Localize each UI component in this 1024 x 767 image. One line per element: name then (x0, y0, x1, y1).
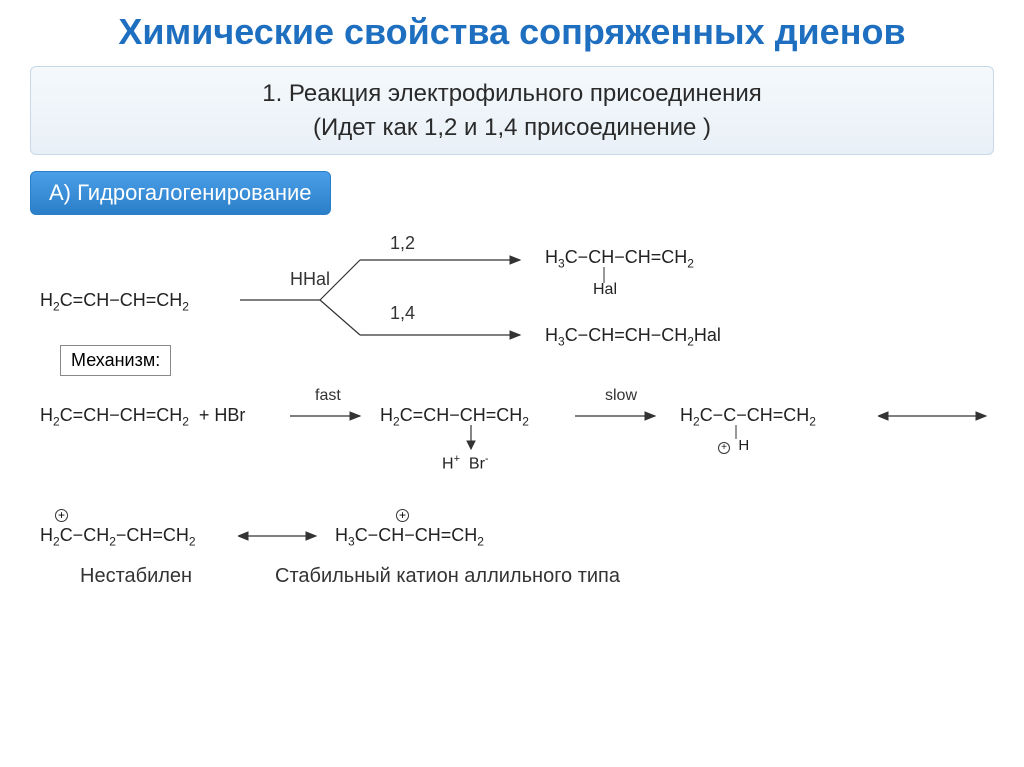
subtitle-line2: (Идет как 1,2 и 1,4 присоединение ) (47, 111, 977, 145)
slow-label: slow (605, 387, 637, 405)
cation-2: H3C−CH−CH=CH2 (335, 525, 484, 549)
ion-products: H+ Br- (442, 453, 489, 473)
plus-icon-1: + (55, 509, 68, 522)
product-14: H3C−CH=CH−CH2Hal (545, 325, 721, 349)
title-text: Химические свойства сопряженных диенов (20, 10, 1004, 53)
mech-step1: H2C=CH−CH=CH2 + HBr (40, 405, 245, 429)
arrow-slow (575, 410, 665, 422)
hal-label: Hal (593, 281, 617, 299)
cation-1: H2C−CH2−CH=CH2 (40, 525, 196, 549)
plus-icon-2: + (396, 509, 409, 522)
reaction-diagram: H2C=CH−CH=CH2 HHal 1,2 1,4 H3C−CH−CH=CH2… (0, 225, 1024, 645)
cation-h-plus: + H (718, 437, 749, 454)
caption-stable: Стабильный катион аллильного типа (275, 565, 620, 588)
product-12: H3C−CH−CH=CH2 (545, 247, 694, 271)
mechanism-box-label: Механизм: (60, 345, 171, 376)
branch-arrows (240, 245, 540, 345)
arrow-down (465, 425, 477, 455)
arrow-fast (290, 410, 370, 422)
reactant-formula: H2C=CH−CH=CH2 (40, 290, 189, 314)
page-title: Химические свойства сопряженных диенов (0, 0, 1024, 58)
resonance-arrow-mid (238, 530, 318, 542)
fast-label: fast (315, 387, 341, 405)
mech-step3: H2C−C−CH=CH2 (680, 405, 816, 429)
subtitle-box: 1. Реакция электрофильного присоединения… (30, 66, 994, 155)
section-tag: А) Гидрогалогенирование (30, 171, 331, 215)
resonance-arrow-right (878, 410, 988, 422)
caption-unstable: Нестабилен (80, 565, 192, 588)
subtitle-line1: 1. Реакция электрофильного присоединения (47, 77, 977, 111)
mech-step2: H2C=CH−CH=CH2 (380, 405, 529, 429)
